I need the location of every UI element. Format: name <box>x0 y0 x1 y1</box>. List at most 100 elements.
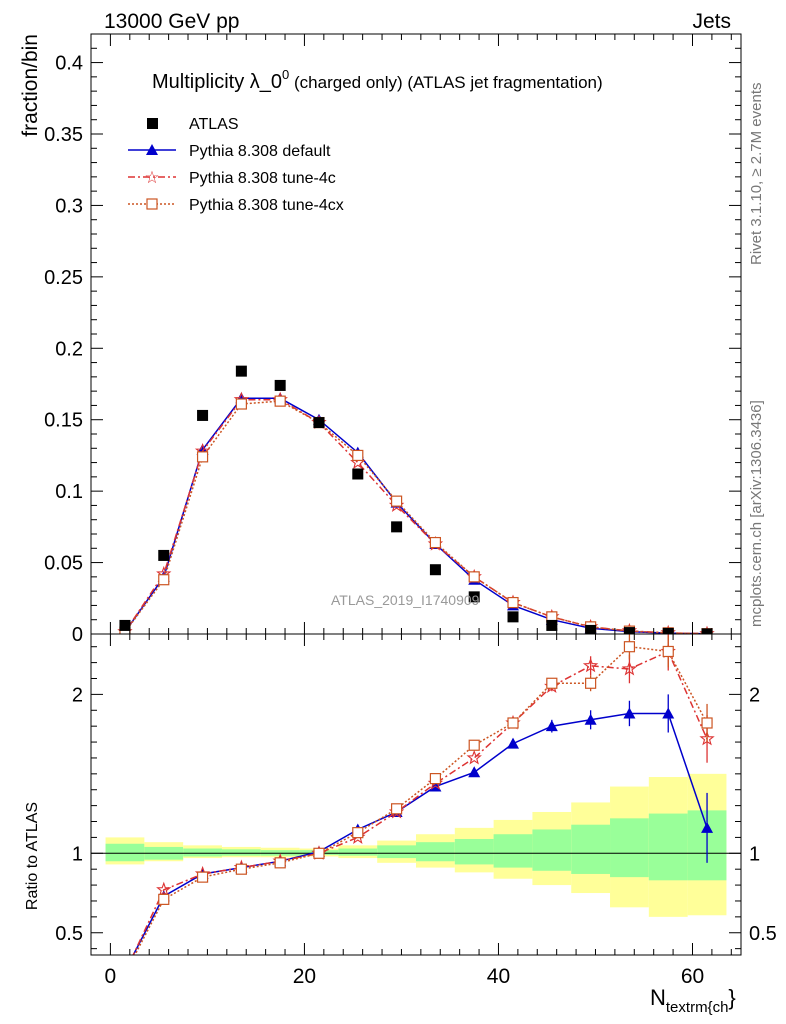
legend-label-tune4cx: Pythia 8.308 tune-4cx <box>189 197 344 214</box>
band-inner-13 <box>610 818 649 878</box>
main-ytick-label-5: 0.25 <box>44 267 83 289</box>
ratio-ytick-label-left-2: 2 <box>72 684 83 706</box>
main-point-atlas-6 <box>352 468 364 480</box>
band-inner-0 <box>105 843 145 862</box>
legend-marker-default <box>146 144 158 155</box>
main-ytick-label-1: 0.05 <box>44 553 83 575</box>
legend-marker-tune4cx <box>146 198 158 210</box>
ratio-point-tune4cx-4 <box>274 857 286 869</box>
main-point-atlas-10 <box>507 611 519 623</box>
main-line-tune4c <box>124 398 708 634</box>
main-point-tune4cx-4 <box>274 395 286 407</box>
main-ylabel: fraction/bin <box>19 34 42 137</box>
main-point-atlas-11 <box>546 619 558 631</box>
ratio-point-tune4c-13 <box>621 660 638 676</box>
ratio-point-tune4cx-8 <box>429 773 442 785</box>
uncertainty-bands <box>91 773 741 917</box>
ratio-frame <box>90 633 742 956</box>
analysis-watermark: ATLAS_2019_I1740909 <box>331 592 480 608</box>
ratio-point-tune4cx-13 <box>623 641 636 653</box>
legend-label-tune4c: Pythia 8.308 tune-4c <box>189 170 336 187</box>
legend: ATLAS Pythia 8.308 default ☆ Pythia 8.30… <box>128 116 344 214</box>
ratio-point-tune4cx-12 <box>585 677 597 689</box>
main-point-atlas-0 <box>119 619 131 631</box>
main-point-atlas-9 <box>468 591 480 603</box>
ratio-point-default-0 <box>119 965 131 976</box>
ratio-point-tune4cx-3 <box>235 863 247 875</box>
band-inner-8 <box>416 842 455 862</box>
main-point-atlas-15 <box>701 628 713 634</box>
header-right: Jets <box>692 10 731 33</box>
band-inner-10 <box>493 834 533 868</box>
main-point-tune4cx-9 <box>468 571 480 583</box>
legend-marker-atlas <box>147 118 158 129</box>
main-point-atlas-14 <box>662 627 674 634</box>
ratio-point-tune4cx-10 <box>507 717 519 729</box>
main-ytick-label-0: 0 <box>72 624 83 646</box>
ratio-point-tune4cx-5 <box>313 847 325 859</box>
main-ytick-label-2: 0.1 <box>55 481 83 503</box>
ratio-series <box>119 634 715 978</box>
main-point-tune4cx-8 <box>429 536 442 549</box>
main-title: Multiplicity λ_00 (charged only) (ATLAS … <box>152 67 603 93</box>
ratio-ytick-label-right-0: 0.5 <box>749 923 777 945</box>
main-point-tune4cx-6 <box>352 449 364 462</box>
ratio-point-tune4cx-11 <box>546 677 558 689</box>
main-ytick-label-8: 0.4 <box>55 53 83 75</box>
x-axis-label-sub: textrm{ch <box>666 999 729 1016</box>
ratio-point-tune4cx-7 <box>390 803 403 815</box>
ratio-ytick-label-left-1: 1 <box>72 843 83 865</box>
legend-marker-tune4c: ☆ <box>144 168 159 187</box>
main-point-tune4cx-2 <box>196 451 209 463</box>
main-point-tune4cx-10 <box>507 596 519 609</box>
ratio-point-tune4cx-14 <box>662 645 674 658</box>
x-tick-label-3: 60 <box>681 965 704 988</box>
band-inner-2 <box>183 848 222 857</box>
main-ytick-label-7: 0.35 <box>44 124 83 146</box>
ratio-line-tune4c <box>132 650 708 955</box>
main-point-tune4cx-7 <box>390 495 403 507</box>
main-point-atlas-7 <box>391 521 403 533</box>
band-inner-11 <box>532 829 572 871</box>
main-line-tune4cx <box>124 400 708 634</box>
main-ytick-label-4: 0.2 <box>55 338 83 360</box>
band-inner-3 <box>221 849 261 856</box>
ratio-point-tune4cx-9 <box>468 739 480 751</box>
x-tick-label-2: 40 <box>487 965 510 988</box>
main-point-atlas-2 <box>197 409 209 421</box>
ratio-point-tune4c-9 <box>466 749 482 765</box>
main-title-sup: 0 <box>282 67 289 82</box>
ratio-point-tune4cx-2 <box>196 871 209 883</box>
x-tick-label-0: 0 <box>105 965 117 988</box>
main-point-atlas-5 <box>313 417 325 429</box>
main-point-atlas-3 <box>235 365 247 377</box>
ratio-point-default-12 <box>584 713 597 725</box>
band-inner-6 <box>338 848 378 856</box>
mcplots-label: mcplots.cern.ch [arXiv:1306.3436] <box>748 400 765 627</box>
band-inner-14 <box>648 813 688 881</box>
legend-label-default: Pythia 8.308 default <box>189 143 331 160</box>
ratio-point-tune4cx-15 <box>701 717 713 729</box>
rivet-label: Rivet 3.1.10, ≥ 2.7M events <box>748 83 765 266</box>
ratio-ytick-label-left-0: 0.5 <box>55 923 83 945</box>
main-title-text: Multiplicity λ_0 <box>152 71 282 93</box>
main-point-atlas-13 <box>623 627 635 634</box>
ratio-point-tune4c-12 <box>582 657 599 673</box>
main-point-tune4cx-3 <box>235 398 247 410</box>
ratio-point-default-11 <box>545 720 558 732</box>
ratio-point-default-15 <box>701 821 714 833</box>
main-ytick-label-6: 0.3 <box>55 195 83 217</box>
band-inner-12 <box>571 824 611 874</box>
legend-label-atlas: ATLAS <box>189 116 239 133</box>
band-inner-9 <box>454 838 494 865</box>
x-axis-label-main: N <box>650 985 666 1010</box>
ratio-point-tune4c-0 <box>119 966 131 978</box>
ratio-ylabel: Ratio to ATLAS <box>24 802 41 910</box>
ratio-point-tune4cx-1 <box>158 893 170 905</box>
ratio-point-default-10 <box>507 737 520 749</box>
band-inner-7 <box>377 845 416 859</box>
main-ytick-label-3: 0.15 <box>44 410 83 432</box>
header-left: 13000 GeV pp <box>104 10 239 33</box>
main-title-tail: (charged only) (ATLAS jet fragmentation) <box>289 73 602 92</box>
